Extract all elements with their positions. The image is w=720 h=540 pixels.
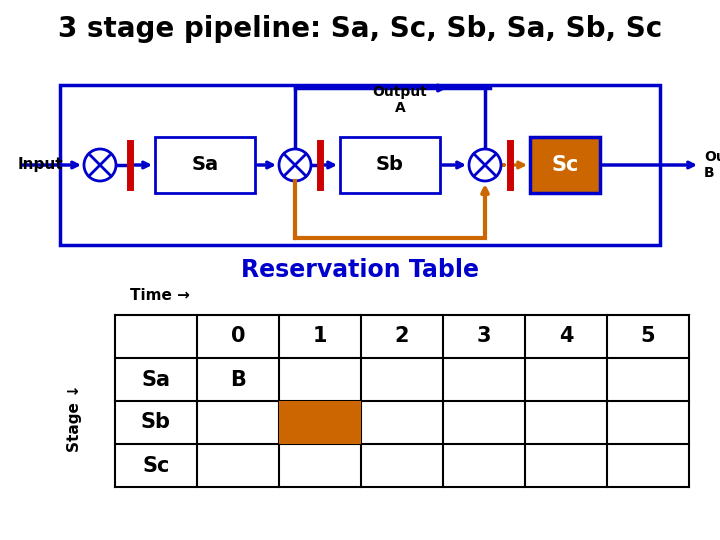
Text: Sc: Sc [143,456,170,476]
Bar [279,401,361,444]
Text: 3: 3 [477,327,491,347]
Bar [155,137,255,193]
Text: Output
A: Output A [373,85,428,115]
Circle shape [84,149,116,181]
Bar [530,137,600,193]
Text: B: B [230,369,246,389]
Text: B: B [312,456,328,476]
Text: Stage ↓: Stage ↓ [68,384,83,452]
Text: Time →: Time → [130,287,190,302]
Text: Sb: Sb [141,413,171,433]
Text: Sa: Sa [192,156,219,174]
Text: 2: 2 [395,327,409,347]
Circle shape [469,149,501,181]
Text: 3 stage pipeline: Sa, Sc, Sb, Sa, Sb, Sc: 3 stage pipeline: Sa, Sc, Sb, Sa, Sb, Sc [58,15,662,43]
Text: 5: 5 [641,327,655,347]
Text: Output
B: Output B [704,150,720,180]
Text: Reservation Table: Reservation Table [241,258,479,282]
Circle shape [279,149,311,181]
Text: 0: 0 [230,327,246,347]
Text: Input: Input [18,158,63,172]
Text: 4: 4 [559,327,573,347]
Text: Sb: Sb [376,156,404,174]
Text: 1: 1 [312,327,328,347]
Text: Sc: Sc [552,155,579,175]
Bar [340,137,440,193]
Bar [60,85,660,245]
Text: Sa: Sa [142,369,171,389]
